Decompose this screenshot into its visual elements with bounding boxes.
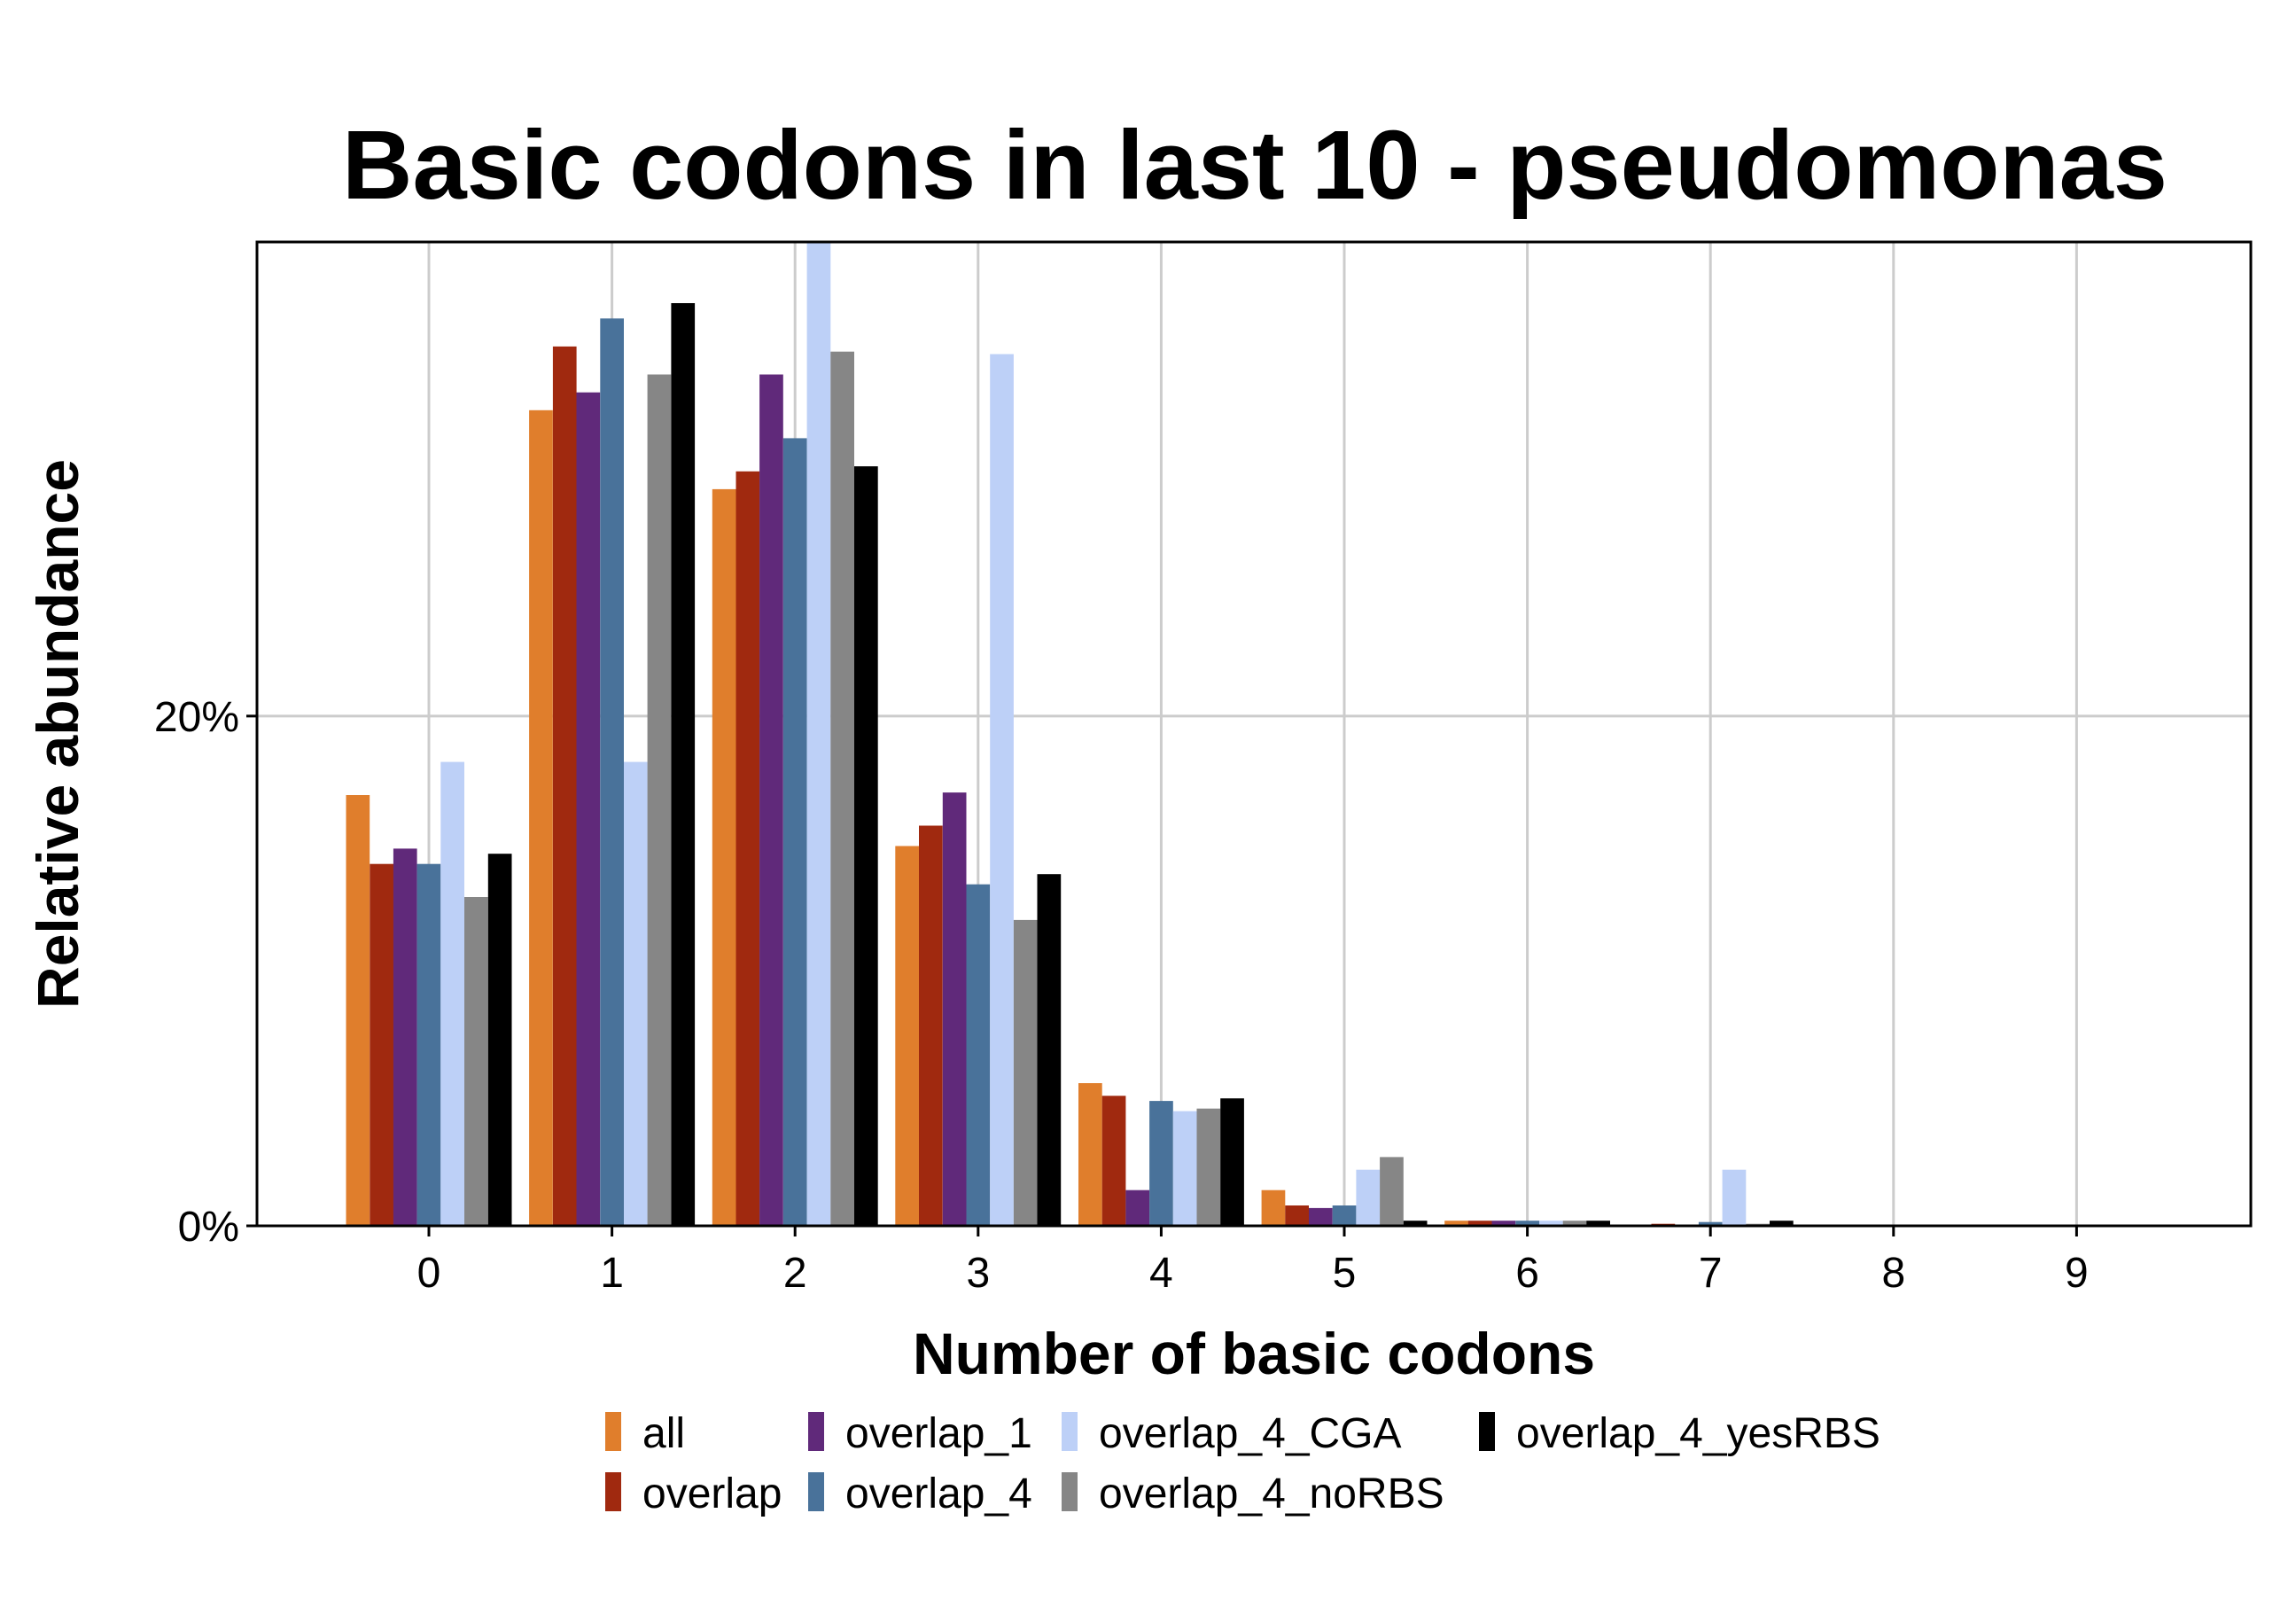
bar-overlap_4_CGA-5	[1356, 1169, 1381, 1226]
bar-overlap_4_noRBS-3	[1013, 919, 1038, 1226]
legend-label-overlap_1: overlap_1	[845, 1410, 1032, 1457]
bar-overlap_4_yesRBS-6	[1586, 1221, 1610, 1226]
bar-overlap_4_yesRBS-1	[671, 303, 696, 1226]
legend-swatch-overlap_1	[808, 1412, 824, 1451]
plot-frame	[255, 240, 2253, 1228]
bar-overlap_4_yesRBS-2	[854, 466, 878, 1226]
legend-swatch-overlap	[605, 1472, 621, 1511]
bar-all-2	[712, 488, 736, 1226]
bar-overlap_4_noRBS-2	[830, 351, 854, 1226]
bar-overlap-0	[370, 863, 393, 1226]
x-tick-label: 3	[966, 1250, 990, 1297]
bar-overlap-1	[552, 346, 577, 1226]
bar-overlap_4_CGA-1	[624, 761, 648, 1226]
x-axis: 0 1 2 3 4 5 6 7 8 9	[417, 1226, 2089, 1297]
bar-overlap_4-2	[782, 438, 807, 1226]
bar-all-3	[895, 846, 919, 1226]
bar-overlap_4_noRBS-1	[647, 374, 672, 1226]
x-tick-label: 1	[600, 1250, 624, 1297]
legend-swatch-all	[605, 1412, 621, 1451]
bar-overlap_4_CGA-7	[1722, 1169, 1747, 1226]
legend-label-overlap_4_yesRBS: overlap_4_yesRBS	[1516, 1410, 1880, 1457]
bar-all-0	[346, 795, 370, 1226]
bar-overlap-4	[1101, 1096, 1126, 1226]
x-tick-label: 0	[417, 1250, 441, 1297]
bar-overlap_4_noRBS-0	[464, 897, 488, 1226]
y-axis: 0% 20%	[154, 694, 257, 1251]
bar-overlap_4_yesRBS-0	[487, 854, 512, 1226]
bar-overlap_4_noRBS-6	[1562, 1221, 1587, 1226]
x-tick-label: 5	[1333, 1250, 1357, 1297]
bar-overlap_4_CGA-0	[440, 761, 464, 1226]
bar-overlap_4-7	[1698, 1221, 1723, 1226]
bar-overlap_4_CGA-2	[806, 242, 831, 1226]
bar-overlap_4-1	[600, 318, 624, 1226]
y-tick-label: 20%	[154, 694, 239, 741]
bar-overlap_1-4	[1125, 1190, 1150, 1226]
legend-label-overlap_4_noRBS: overlap_4_noRBS	[1099, 1470, 1444, 1517]
bar-overlap_1-5	[1309, 1207, 1333, 1226]
x-tick-label: 7	[1699, 1250, 1723, 1297]
legend-swatch-overlap_4_noRBS	[1062, 1472, 1078, 1511]
legend-label-overlap_4: overlap_4	[845, 1470, 1032, 1517]
legend: all overlap overlap_1 overlap_4 overlap_4_CG…	[605, 1410, 1880, 1517]
chart-title: Basic codons in last 10 - pseudomonas	[342, 111, 2168, 220]
legend-label-all: all	[642, 1410, 685, 1457]
bar-overlap_4_yesRBS-3	[1037, 874, 1062, 1226]
bar-overlap_4_CGA-6	[1539, 1221, 1563, 1226]
bar-all-4	[1078, 1083, 1102, 1226]
legend-label-overlap: overlap	[642, 1470, 782, 1517]
bar-overlap_1-6	[1491, 1221, 1516, 1226]
bar-overlap-2	[735, 471, 760, 1226]
bar-overlap_4-0	[416, 863, 441, 1226]
bar-overlap_4-6	[1515, 1221, 1539, 1226]
x-tick-label: 9	[2065, 1250, 2089, 1297]
bar-overlap_4_CGA-3	[990, 354, 1014, 1226]
bars	[346, 242, 1794, 1226]
legend-swatch-overlap_4_yesRBS	[1479, 1412, 1495, 1451]
x-tick-label: 8	[1881, 1250, 1905, 1297]
bar-overlap_4_yesRBS-4	[1220, 1098, 1244, 1226]
legend-label-overlap_4_CGA: overlap_4_CGA	[1099, 1410, 1402, 1457]
bar-all-1	[529, 410, 553, 1226]
bar-overlap_4_noRBS-4	[1196, 1108, 1221, 1226]
bar-overlap_4-3	[966, 884, 991, 1226]
bar-overlap_4_yesRBS-5	[1403, 1221, 1428, 1226]
x-axis-title: Number of basic codons	[913, 1321, 1595, 1386]
x-tick-label: 6	[1515, 1250, 1539, 1297]
bar-overlap_4-5	[1332, 1205, 1357, 1226]
bar-all-6	[1444, 1221, 1468, 1226]
bar-overlap_4-4	[1149, 1101, 1173, 1226]
bar-overlap-3	[919, 825, 943, 1226]
bar-overlap_4_yesRBS-7	[1770, 1221, 1794, 1226]
bar-overlap_1-2	[759, 374, 783, 1226]
y-axis-title: Relative abundance	[25, 459, 90, 1009]
x-tick-label: 4	[1149, 1250, 1173, 1297]
bar-overlap-5	[1285, 1205, 1309, 1226]
legend-swatch-overlap_4_CGA	[1062, 1412, 1078, 1451]
bar-overlap_1-0	[393, 848, 417, 1226]
bar-overlap_1-1	[576, 392, 601, 1226]
bar-overlap_1-3	[942, 792, 967, 1226]
x-tick-label: 2	[783, 1250, 807, 1297]
bar-overlap_4_CGA-4	[1172, 1111, 1197, 1226]
bar-overlap-6	[1467, 1221, 1492, 1226]
y-tick-label: 0%	[178, 1204, 239, 1251]
bar-all-5	[1261, 1190, 1286, 1226]
legend-swatch-overlap_4	[808, 1472, 824, 1511]
bar-overlap_4_noRBS-5	[1380, 1157, 1404, 1226]
